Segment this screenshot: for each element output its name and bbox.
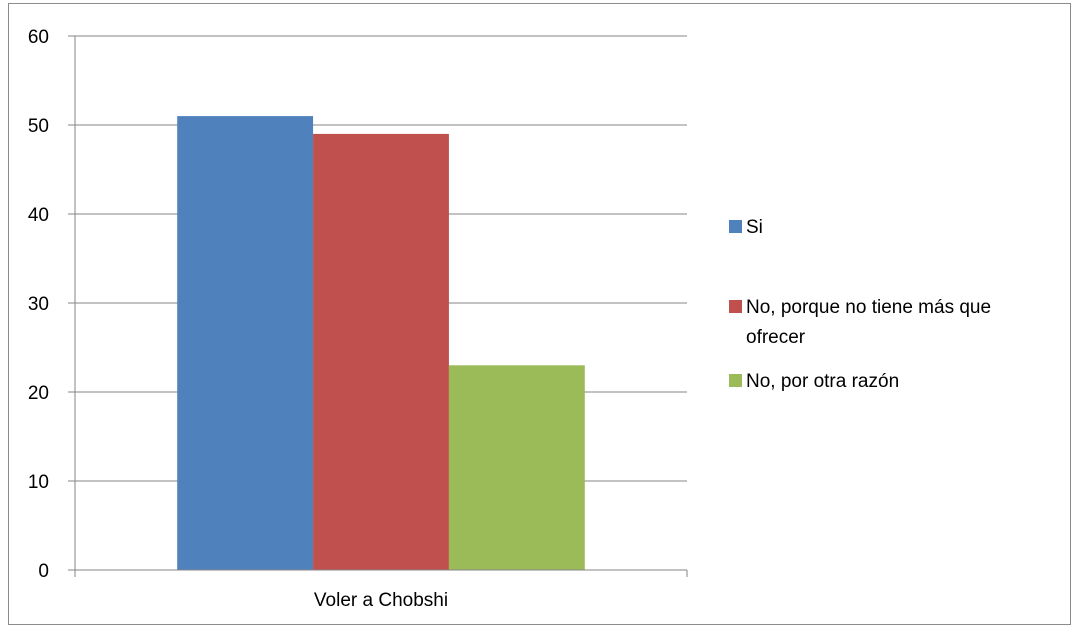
y-tick-label: 40 xyxy=(28,205,49,226)
legend-label-1: Si xyxy=(746,217,763,238)
bar-3 xyxy=(448,365,585,570)
x-category-label: Voler a Chobshi xyxy=(314,590,448,611)
bars xyxy=(177,116,585,570)
y-tick-label: 60 xyxy=(28,27,49,48)
y-tick-label: 30 xyxy=(28,294,49,315)
gridlines xyxy=(75,35,687,482)
legend-label-2: No, porque no tiene más que ofrecer xyxy=(746,297,991,348)
bar-1 xyxy=(177,116,314,570)
legend-swatch-1 xyxy=(729,220,742,233)
bar-2 xyxy=(313,133,449,570)
legend: Si No, porque no tiene más que ofrecer No, … xyxy=(729,217,991,392)
axes: 0 10 20 30 40 50 60 Voler a Chobshi xyxy=(28,27,688,611)
y-tick-label: 50 xyxy=(28,116,49,137)
y-tick-label: 20 xyxy=(28,383,49,404)
legend-swatch-3 xyxy=(729,374,742,387)
y-tick-label: 10 xyxy=(28,472,49,493)
legend-label-3: No, por otra razón xyxy=(746,371,899,392)
y-tick-label: 0 xyxy=(38,561,49,582)
legend-swatch-2 xyxy=(729,300,742,313)
